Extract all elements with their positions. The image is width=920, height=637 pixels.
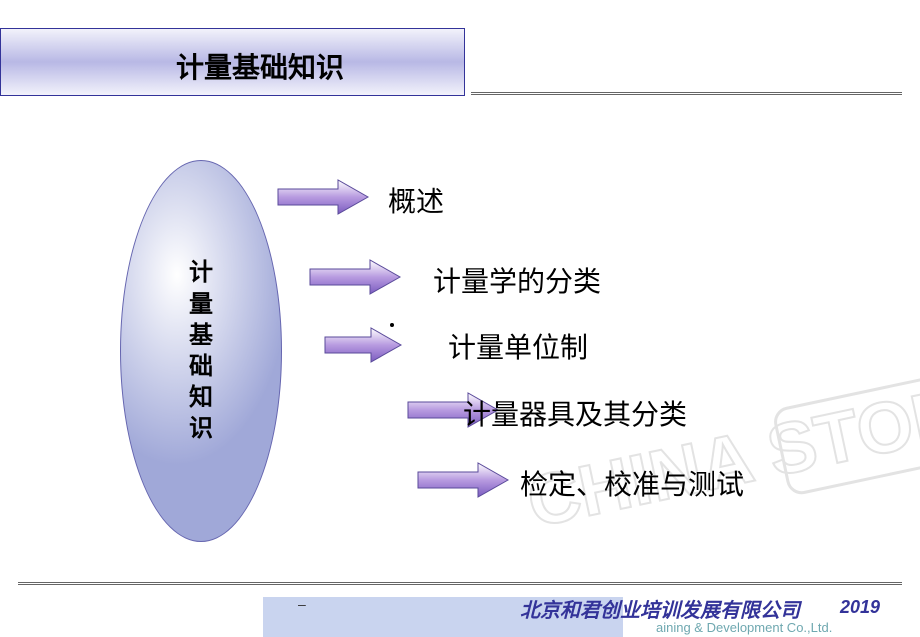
footer-year: 2019 (840, 597, 880, 618)
footer-dash: – (298, 596, 306, 612)
item-units: 计量单位制 (448, 326, 588, 366)
item-overview: 概述 (388, 180, 444, 220)
item-testing: 检定、校准与测试 (520, 463, 744, 503)
footer-sub: aining & Development Co.,Ltd. (656, 620, 832, 635)
arrows (0, 0, 920, 637)
item-instruments: 计量器具及其分类 (463, 393, 687, 433)
item-classification: 计量学的分类 (433, 260, 601, 300)
footer-company: 北京和君创业培训发展有限公司 (520, 594, 800, 623)
bullet-dot (390, 323, 394, 327)
